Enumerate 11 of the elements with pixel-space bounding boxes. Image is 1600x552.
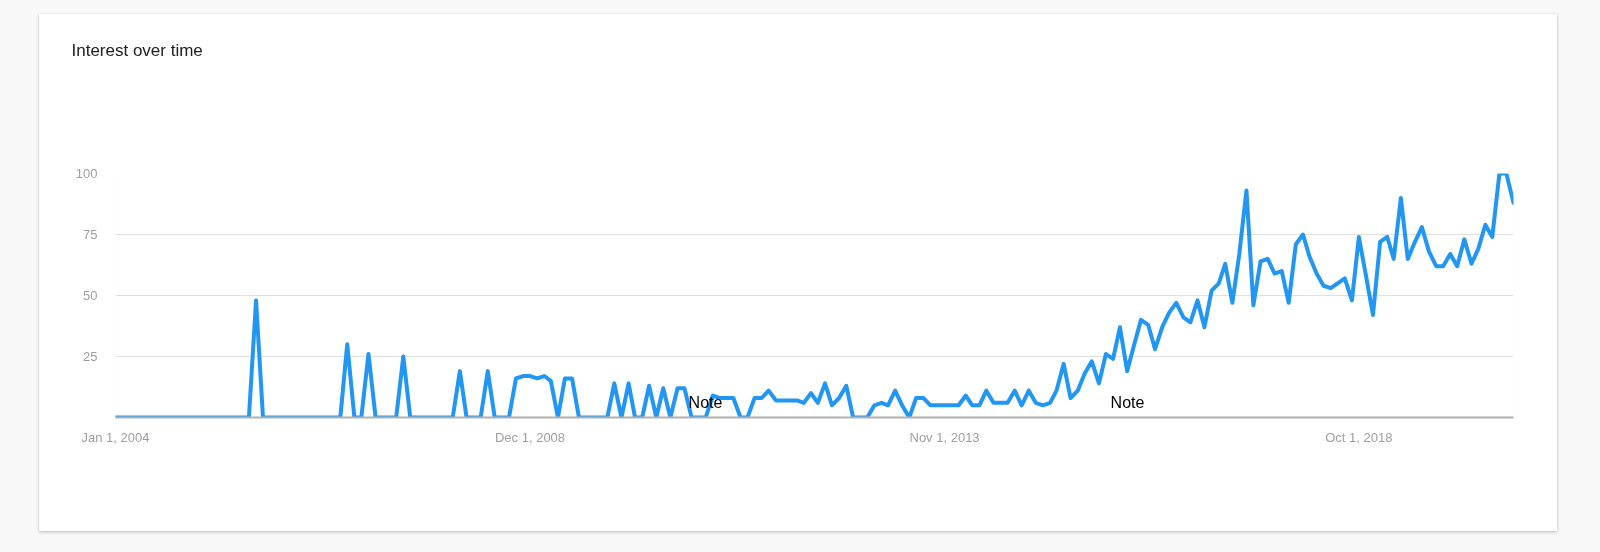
annotation: Note xyxy=(1110,393,1145,411)
x-tick-label: Oct 1, 2018 xyxy=(1325,429,1393,445)
y-tick-label: 100 xyxy=(75,166,98,181)
x-tick-label: Nov 1, 2013 xyxy=(909,429,980,445)
x-tick-label: Dec 1, 2008 xyxy=(494,429,566,445)
y-tick-label: 75 xyxy=(83,227,98,242)
x-tick-label: Jan 1, 2004 xyxy=(81,429,150,445)
chart-title: Interest over time xyxy=(71,40,203,60)
y-tick-label: 50 xyxy=(83,288,98,303)
line-series xyxy=(115,173,1514,418)
y-tick-label: 25 xyxy=(83,349,98,364)
